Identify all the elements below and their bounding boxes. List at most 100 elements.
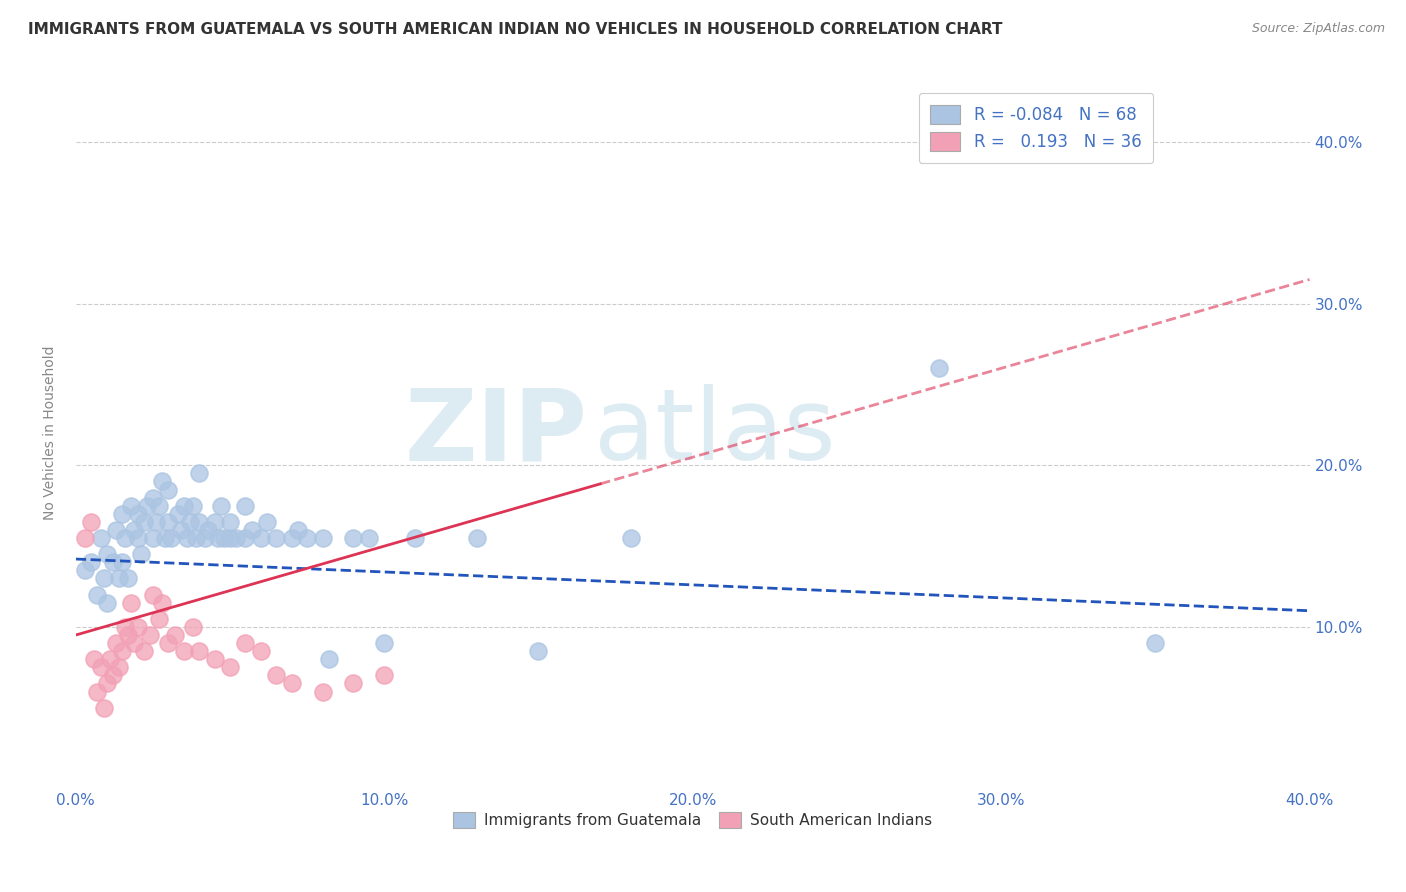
Point	[465, 531, 488, 545]
Point	[104, 523, 127, 537]
Point	[83, 652, 105, 666]
Point	[139, 628, 162, 642]
Point	[240, 523, 263, 537]
Point	[148, 499, 170, 513]
Point	[197, 523, 219, 537]
Point	[179, 515, 201, 529]
Point	[132, 644, 155, 658]
Point	[256, 515, 278, 529]
Point	[212, 531, 235, 545]
Point	[132, 515, 155, 529]
Point	[527, 644, 550, 658]
Point	[219, 660, 242, 674]
Point	[142, 491, 165, 505]
Point	[86, 684, 108, 698]
Point	[235, 636, 257, 650]
Point	[204, 652, 226, 666]
Y-axis label: No Vehicles in Household: No Vehicles in Household	[44, 346, 58, 520]
Point	[124, 636, 146, 650]
Point	[135, 499, 157, 513]
Point	[1144, 636, 1167, 650]
Point	[114, 620, 136, 634]
Point	[250, 531, 273, 545]
Legend: Immigrants from Guatemala, South American Indians: Immigrants from Guatemala, South America…	[447, 806, 938, 834]
Point	[108, 660, 131, 674]
Point	[101, 668, 124, 682]
Point	[150, 475, 173, 489]
Point	[342, 531, 364, 545]
Point	[235, 499, 257, 513]
Point	[142, 588, 165, 602]
Point	[219, 531, 242, 545]
Point	[75, 531, 97, 545]
Point	[145, 515, 167, 529]
Point	[266, 668, 288, 682]
Point	[620, 531, 643, 545]
Point	[120, 596, 142, 610]
Point	[295, 531, 318, 545]
Point	[318, 652, 340, 666]
Point	[181, 620, 204, 634]
Point	[170, 523, 193, 537]
Point	[117, 571, 139, 585]
Point	[928, 361, 950, 376]
Point	[207, 531, 229, 545]
Point	[219, 515, 242, 529]
Point	[90, 531, 112, 545]
Point	[404, 531, 426, 545]
Point	[281, 531, 304, 545]
Text: Source: ZipAtlas.com: Source: ZipAtlas.com	[1251, 22, 1385, 36]
Point	[163, 628, 186, 642]
Point	[104, 636, 127, 650]
Point	[204, 515, 226, 529]
Point	[148, 612, 170, 626]
Point	[96, 596, 118, 610]
Point	[127, 620, 149, 634]
Point	[311, 684, 333, 698]
Point	[250, 644, 273, 658]
Text: IMMIGRANTS FROM GUATEMALA VS SOUTH AMERICAN INDIAN NO VEHICLES IN HOUSEHOLD CORR: IMMIGRANTS FROM GUATEMALA VS SOUTH AMERI…	[28, 22, 1002, 37]
Point	[287, 523, 309, 537]
Point	[166, 507, 188, 521]
Point	[96, 676, 118, 690]
Point	[117, 628, 139, 642]
Point	[80, 515, 103, 529]
Point	[342, 676, 364, 690]
Point	[209, 499, 232, 513]
Point	[157, 636, 180, 650]
Point	[101, 555, 124, 569]
Point	[129, 547, 152, 561]
Point	[186, 531, 208, 545]
Point	[86, 588, 108, 602]
Point	[157, 515, 180, 529]
Point	[373, 636, 395, 650]
Point	[127, 507, 149, 521]
Point	[111, 555, 134, 569]
Point	[225, 531, 247, 545]
Text: atlas: atlas	[593, 384, 835, 482]
Point	[155, 531, 177, 545]
Point	[194, 531, 217, 545]
Point	[111, 644, 134, 658]
Point	[173, 499, 195, 513]
Point	[281, 676, 304, 690]
Point	[235, 531, 257, 545]
Point	[173, 644, 195, 658]
Point	[90, 660, 112, 674]
Point	[157, 483, 180, 497]
Point	[181, 499, 204, 513]
Point	[188, 515, 211, 529]
Point	[127, 531, 149, 545]
Point	[188, 644, 211, 658]
Point	[93, 700, 115, 714]
Text: ZIP: ZIP	[405, 384, 588, 482]
Point	[114, 531, 136, 545]
Point	[160, 531, 183, 545]
Point	[188, 467, 211, 481]
Point	[93, 571, 115, 585]
Point	[75, 563, 97, 577]
Point	[176, 531, 198, 545]
Point	[150, 596, 173, 610]
Point	[98, 652, 121, 666]
Point	[80, 555, 103, 569]
